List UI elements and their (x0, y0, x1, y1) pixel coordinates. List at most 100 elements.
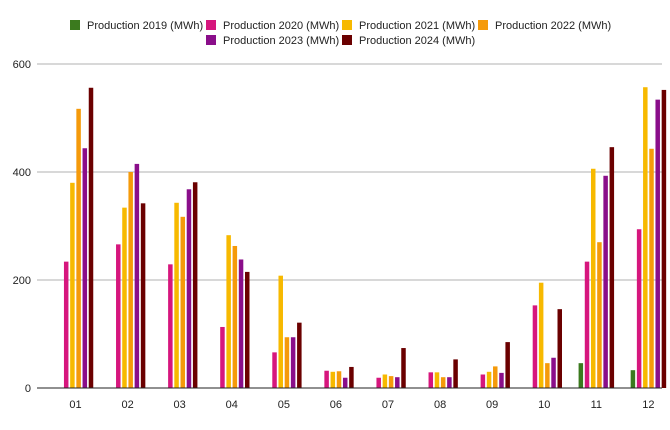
legend-item: Production 2024 (MWh) (342, 35, 475, 47)
bar (447, 377, 452, 388)
legend-swatch (342, 35, 352, 45)
bar (290, 337, 296, 388)
bar (220, 326, 225, 388)
bar (661, 89, 667, 389)
axes: 0 200 400 600 01 02 03 04 05 06 07 08 09 10 11 12 (13, 59, 662, 411)
bar (382, 374, 388, 388)
bar (324, 370, 329, 388)
legend-item: Production 2019 (MWh) (70, 20, 203, 32)
bar (186, 189, 192, 388)
bar (486, 371, 492, 388)
bar (232, 245, 238, 388)
bar (655, 99, 660, 388)
bar (578, 363, 584, 388)
bar (128, 172, 133, 388)
legend-item: Production 2022 (MWh) (478, 20, 611, 32)
bar (609, 147, 615, 388)
x-tick-label: 04 (226, 399, 238, 411)
bar (180, 216, 186, 388)
legend-swatch (206, 20, 216, 30)
bar (545, 363, 550, 388)
legend-label: Production 2020 (MWh) (223, 20, 339, 32)
bar (192, 182, 198, 388)
bar (330, 371, 336, 388)
bar (349, 366, 354, 388)
bar (88, 87, 94, 388)
bar (342, 377, 348, 388)
x-tick-label: 07 (382, 399, 394, 411)
legend-swatch (478, 20, 488, 30)
x-tick-label: 12 (642, 399, 654, 411)
bar (597, 242, 602, 388)
bar (630, 370, 636, 388)
bar (82, 148, 88, 388)
bar (584, 261, 590, 388)
bar (440, 377, 446, 388)
bar (636, 229, 642, 388)
bar (272, 352, 277, 388)
legend-label: Production 2024 (MWh) (359, 35, 475, 47)
x-tick-label: 10 (538, 399, 550, 411)
bar (376, 377, 381, 388)
bar (434, 372, 440, 388)
bar (388, 376, 394, 388)
legend-label: Production 2021 (MWh) (359, 20, 475, 32)
legend-item: Production 2020 (MWh) (206, 20, 339, 32)
bar (278, 275, 283, 388)
bar (649, 148, 654, 388)
bars (63, 87, 667, 389)
bar (401, 348, 406, 388)
x-tick-label: 03 (174, 399, 186, 411)
bar (122, 207, 127, 388)
x-tick-label: 09 (486, 399, 498, 411)
bar (63, 261, 69, 388)
y-tick-label: 400 (13, 167, 31, 179)
bar (76, 108, 81, 388)
bar (245, 271, 250, 388)
legend-swatch (342, 20, 352, 30)
bar (284, 337, 290, 388)
legend-item: Production 2023 (MWh) (206, 35, 339, 47)
bar (538, 282, 544, 388)
x-tick-label: 06 (330, 399, 342, 411)
bar (505, 342, 510, 388)
bar (70, 182, 75, 388)
legend-item: Production 2021 (MWh) (342, 20, 475, 32)
legend-swatch (206, 35, 216, 45)
legend-label: Production 2022 (MWh) (495, 20, 611, 32)
bar (428, 372, 434, 388)
bar (395, 377, 400, 388)
y-tick-label: 0 (25, 383, 31, 395)
bar (493, 366, 498, 388)
bar (551, 357, 556, 388)
bar (116, 244, 121, 388)
y-tick-label: 600 (13, 59, 31, 71)
bar (297, 322, 302, 388)
legend-label: Production 2023 (MWh) (223, 35, 339, 47)
x-tick-label: 01 (69, 399, 81, 411)
bar (174, 202, 179, 388)
bar (140, 203, 146, 388)
bar (499, 372, 504, 388)
bar (168, 264, 173, 388)
bar (480, 374, 486, 388)
legend-label: Production 2019 (MWh) (87, 20, 203, 32)
bar (453, 359, 458, 388)
x-tick-label: 02 (121, 399, 133, 411)
legend: Production 2019 (MWh) Production 2020 (MW… (70, 20, 611, 47)
y-tick-label: 200 (13, 275, 31, 287)
bar (226, 235, 231, 388)
bar (532, 305, 538, 388)
bar (336, 371, 342, 388)
bar (134, 163, 140, 388)
x-tick-label: 11 (591, 399, 602, 411)
legend-swatch (70, 20, 80, 30)
x-tick-label: 05 (278, 399, 290, 411)
bar (590, 168, 596, 388)
bar (557, 309, 562, 388)
x-tick-label: 08 (434, 399, 446, 411)
bar (603, 175, 608, 388)
bar (238, 259, 244, 388)
